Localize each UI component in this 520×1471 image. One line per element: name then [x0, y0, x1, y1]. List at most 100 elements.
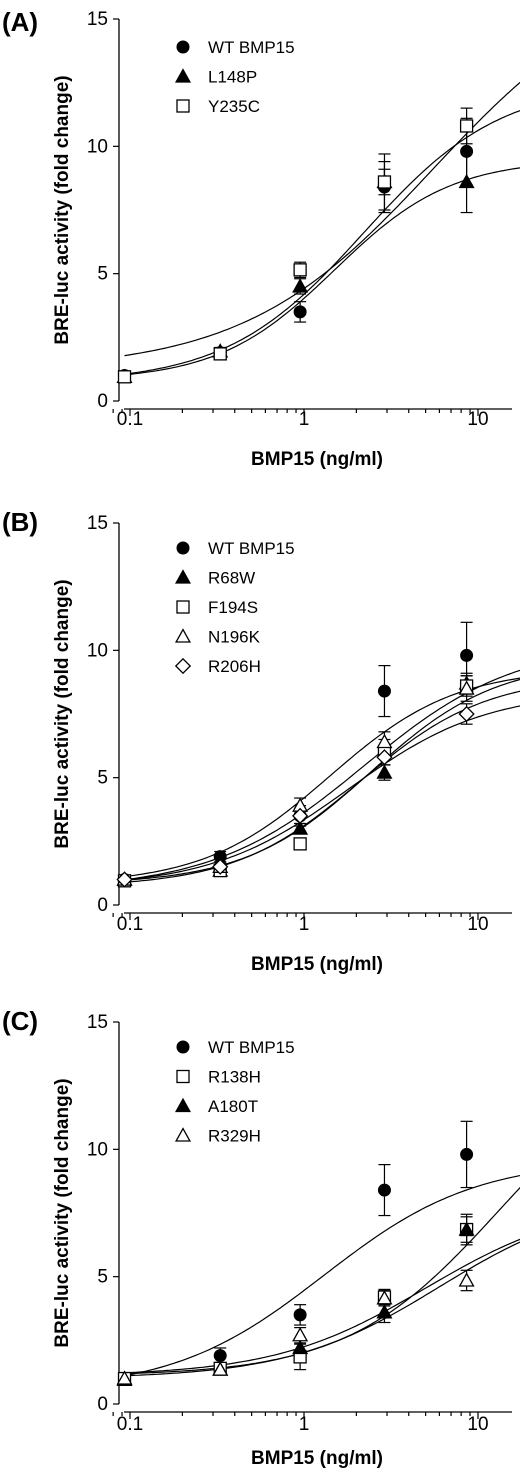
- y-tick-label: 10: [87, 640, 108, 661]
- x-axis-title: BMP15 (ng/ml): [251, 954, 383, 975]
- chart-panel-a: (A) 0 5 10 15 0.1 1 10 BMP15 (ng/ml) BRE-luc acti…: [2, 7, 520, 470]
- y-tick-label: 5: [97, 264, 108, 285]
- legend-marker: [176, 600, 190, 614]
- legend: WT BMP15 R68W F194S N196K R206H: [174, 539, 295, 676]
- fit-curve: [124, 1174, 520, 1377]
- data-point: [376, 764, 393, 779]
- fit-curve: [124, 1186, 520, 1375]
- x-tick-label: 0.1: [117, 1414, 143, 1435]
- fit-curve: [124, 110, 520, 375]
- legend-label: A180T: [208, 1097, 258, 1116]
- chart-panel-b: (B) 0 5 10 15 0.1 1 10 BMP15 (ng/ml) BRE-luc acti…: [2, 507, 520, 975]
- data-point: [458, 1272, 475, 1287]
- data-point: [377, 1183, 391, 1197]
- y-axis-title: BRE-luc activity (fold change): [52, 579, 73, 848]
- legend-marker: [176, 1069, 190, 1084]
- panel-label: (B): [2, 507, 38, 537]
- legend-label: R329H: [208, 1127, 261, 1146]
- data-point: [376, 749, 393, 766]
- legend-marker: [174, 628, 192, 643]
- x-tick-label: 1: [299, 914, 310, 935]
- legend-marker: [174, 569, 192, 584]
- legend-label: WT BMP15: [208, 539, 295, 558]
- y-tick-label: 0: [97, 1394, 108, 1415]
- legend-label: L148P: [208, 68, 257, 87]
- data-point: [460, 648, 474, 662]
- x-tick-label: 0.1: [117, 914, 143, 935]
- data-point: [293, 305, 307, 319]
- data-point: [292, 820, 309, 835]
- legend-marker: [174, 657, 192, 675]
- data-point: [377, 684, 391, 698]
- panel-label: (C): [2, 1006, 38, 1036]
- fit-curve: [124, 669, 520, 881]
- fit-curve: [124, 690, 520, 883]
- fit-curve: [124, 81, 520, 357]
- legend-marker: [176, 1040, 190, 1054]
- data-point: [293, 837, 307, 851]
- data-point: [459, 119, 474, 133]
- legend-label: F194S: [208, 598, 258, 617]
- data-point: [376, 733, 393, 749]
- data-point: [376, 1290, 393, 1305]
- data-point: [116, 871, 133, 888]
- legend-marker: [176, 541, 190, 555]
- legend-label: R206H: [208, 657, 261, 676]
- legend-marker: [174, 68, 192, 83]
- legend-marker: [176, 40, 190, 54]
- y-tick-label: 0: [97, 895, 108, 916]
- data-point: [292, 807, 309, 824]
- legend-label: WT BMP15: [208, 38, 295, 57]
- data-point: [377, 175, 392, 189]
- data-point: [293, 263, 307, 277]
- data-point: [117, 370, 132, 384]
- data-point: [212, 858, 229, 875]
- chart-panel-c: (C) 0 5 10 15 0.1 1 10 BMP15 (ng/ml) BRE-luc acti…: [2, 1006, 520, 1469]
- data-point: [458, 705, 475, 723]
- fit-curve: [124, 1238, 520, 1374]
- y-tick-label: 5: [97, 768, 108, 789]
- legend-label: WT BMP15: [208, 1038, 295, 1057]
- legend-label: Y235C: [208, 97, 260, 116]
- x-axis-title: BMP15 (ng/ml): [251, 449, 383, 470]
- y-axis-title: BRE-luc activity (fold change): [52, 75, 73, 344]
- y-axis-title: BRE-luc activity (fold change): [52, 1078, 73, 1347]
- legend-marker: [174, 1097, 192, 1113]
- x-tick-label: 10: [467, 914, 488, 935]
- y-tick-label: 15: [87, 513, 108, 534]
- data-point: [376, 1304, 393, 1319]
- legend: WT BMP15 R138H A180T R329H: [174, 1038, 295, 1146]
- legend: WT BMP15 L148P Y235C: [174, 38, 295, 116]
- data-point: [293, 1308, 307, 1322]
- data-point: [292, 278, 309, 293]
- data-point: [460, 1147, 474, 1161]
- data-point: [458, 173, 475, 189]
- x-axis-title: BMP15 (ng/ml): [251, 1448, 383, 1469]
- data-point: [212, 1361, 229, 1376]
- data-point: [213, 347, 227, 361]
- legend-marker: [176, 99, 190, 113]
- legend-label: R68W: [208, 569, 255, 588]
- fit-curve: [124, 677, 520, 878]
- data-point: [292, 1339, 309, 1355]
- data-point: [116, 1370, 133, 1385]
- data-point: [458, 680, 475, 695]
- data-point: [292, 1327, 309, 1342]
- y-tick-label: 15: [87, 1012, 108, 1033]
- legend-label: N196K: [208, 628, 261, 647]
- y-tick-label: 5: [97, 1267, 108, 1288]
- x-tick-label: 10: [467, 1414, 488, 1435]
- fit-curve: [124, 167, 520, 376]
- panel-label: (A): [2, 7, 38, 37]
- x-tick-label: 1: [299, 1414, 310, 1435]
- legend-label: R138H: [208, 1068, 261, 1087]
- x-tick-label: 0.1: [117, 409, 143, 430]
- data-point: [213, 1349, 227, 1363]
- fit-curve: [124, 705, 520, 881]
- y-tick-label: 10: [87, 1139, 108, 1160]
- fit-curve: [124, 678, 520, 881]
- y-tick-label: 15: [87, 9, 108, 30]
- data-point: [460, 144, 474, 158]
- x-tick-label: 1: [299, 409, 310, 430]
